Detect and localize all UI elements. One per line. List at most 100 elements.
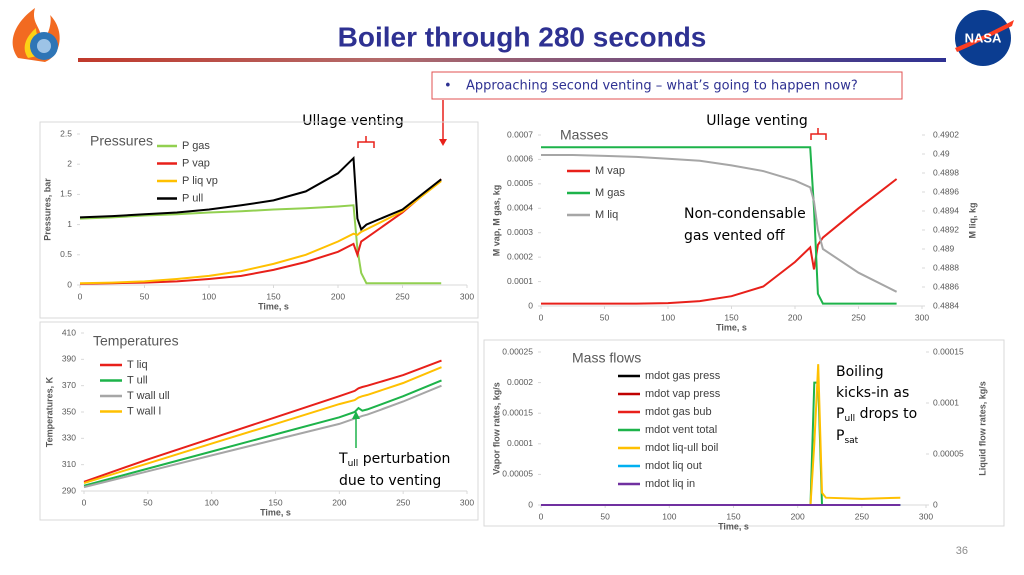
chart-title: Mass flows <box>572 350 641 366</box>
x-tick-label: 250 <box>395 291 409 301</box>
venting-label: Ullage venting <box>302 113 403 129</box>
legend-label: mdot gas press <box>645 370 721 382</box>
chart-title: Masses <box>560 127 608 143</box>
legend-label: T wall ull <box>127 390 170 402</box>
callout-box <box>431 71 903 100</box>
charts: Pressures 0 0.5 1 1.5 2 2.5 0 50 100 150 200 250 300 T… <box>39 121 1005 531</box>
y-tick-label: 0.0006 <box>507 154 533 164</box>
tull-note: Tull perturbation <box>338 451 450 469</box>
venting-bracket <box>357 136 375 148</box>
series-line <box>83 379 442 487</box>
x-tick-label: 250 <box>855 511 869 521</box>
x-tick-label: 100 <box>202 291 216 301</box>
legend-label: mdot gas bub <box>645 406 712 418</box>
boiling-note-part: drops to <box>855 406 917 422</box>
boiling-note-part: P <box>836 406 844 422</box>
y-tick-label: 0.0002 <box>507 251 533 261</box>
y-tick-label: 0.0002 <box>507 377 533 387</box>
legend-label: T liq <box>127 359 148 371</box>
tull-note-part: perturbation <box>358 451 450 467</box>
x-tick-label: 0 <box>539 511 544 521</box>
y-tick-label: 2.5 <box>60 128 72 138</box>
x-tick-label: 200 <box>331 291 345 301</box>
y-tick-label: 0.0004 <box>507 203 533 213</box>
y2-axis-label: Liquid flow rates, kg/s <box>977 381 987 476</box>
y-tick-label: 0.00025 <box>502 346 533 356</box>
logo-left <box>12 8 60 62</box>
x-tick-label: 300 <box>919 511 933 521</box>
x-tick-label: 0 <box>78 291 83 301</box>
boiling-note-sub: ull <box>844 414 855 424</box>
page-number: 36 <box>956 545 968 557</box>
tull-arrowhead <box>352 411 360 419</box>
y2-tick-label: 0.49 <box>933 148 950 158</box>
y-tick-label: 0.0005 <box>507 178 533 188</box>
legend-label: P gas <box>182 140 210 152</box>
x-tick-label: 200 <box>788 312 802 322</box>
x-tick-label: 150 <box>266 291 280 301</box>
y-tick-label: 0.0001 <box>507 438 533 448</box>
x-tick-label: 250 <box>851 312 865 322</box>
x-tick-label: 200 <box>791 511 805 521</box>
gas-note: Non-condensable <box>684 206 806 222</box>
x-axis-label: Time, s <box>260 507 291 517</box>
chart-frame <box>39 321 479 521</box>
x-tick-label: 100 <box>205 497 219 507</box>
legend-label: mdot liq out <box>645 460 702 472</box>
y2-tick-label: 0.4902 <box>933 129 959 139</box>
y2-tick-label: 0.0001 <box>933 397 959 407</box>
x-tick-label: 50 <box>600 511 610 521</box>
boiling-note: kicks-in as <box>836 385 909 401</box>
legend-label: P vap <box>182 157 210 169</box>
y-tick-label: 2 <box>67 158 72 168</box>
tull-note: due to venting <box>339 473 441 489</box>
x-tick-label: 150 <box>268 497 282 507</box>
series-line <box>541 146 897 305</box>
x-axis-label: Time, s <box>258 301 289 311</box>
legend-label: P liq vp <box>182 175 218 187</box>
y-tick-label: 0.0001 <box>507 276 533 286</box>
chart-frame <box>39 121 479 319</box>
boiling-note: Psat <box>836 428 859 446</box>
y-tick-label: 1.5 <box>60 189 72 199</box>
y-tick-label: 0.0007 <box>507 129 533 139</box>
logo-nasa: NASA <box>955 10 1014 66</box>
x-axis-label: Time, s <box>718 521 749 531</box>
x-tick-label: 0 <box>82 497 87 507</box>
y-tick-label: 330 <box>62 433 76 443</box>
x-tick-label: 150 <box>724 312 738 322</box>
y-tick-label: 0.5 <box>60 249 72 259</box>
legend-label: mdot liq-ull boil <box>645 442 718 454</box>
legend-label: mdot liq in <box>645 478 695 490</box>
legend-label: mdot vap press <box>645 388 721 400</box>
y2-tick-label: 0.4892 <box>933 224 959 234</box>
y2-tick-label: 0.00005 <box>933 448 964 458</box>
y-axis-label: Pressures, bar <box>42 178 52 241</box>
venting-label: Ullage venting <box>706 113 807 129</box>
legend-label: M vap <box>595 165 625 177</box>
slide-title: Boiler through 280 seconds <box>338 21 707 52</box>
legend-label: M liq <box>595 209 618 221</box>
gas-note: gas vented off <box>684 228 785 244</box>
boiling-note-part: P <box>836 428 844 444</box>
y-tick-label: 0 <box>67 279 72 289</box>
y2-tick-label: 0.00015 <box>933 346 964 356</box>
callout-arrowhead <box>439 139 447 146</box>
tull-note-sub: ull <box>348 459 359 469</box>
y2-tick-label: 0.489 <box>933 243 955 253</box>
y-tick-label: 410 <box>62 327 76 337</box>
x-tick-label: 300 <box>460 291 474 301</box>
y-tick-label: 0.0003 <box>507 227 533 237</box>
legend-label: mdot vent total <box>645 424 717 436</box>
chart-frame <box>483 339 1005 527</box>
y2-tick-label: 0.4896 <box>933 186 959 196</box>
tull-note-part: T <box>338 451 348 467</box>
boiling-note-sub: sat <box>844 436 858 446</box>
title-rule <box>78 58 946 62</box>
x-tick-label: 200 <box>332 497 346 507</box>
x-tick-label: 300 <box>915 312 929 322</box>
x-tick-label: 100 <box>662 511 676 521</box>
y-tick-label: 310 <box>62 459 76 469</box>
series-line <box>79 180 442 285</box>
